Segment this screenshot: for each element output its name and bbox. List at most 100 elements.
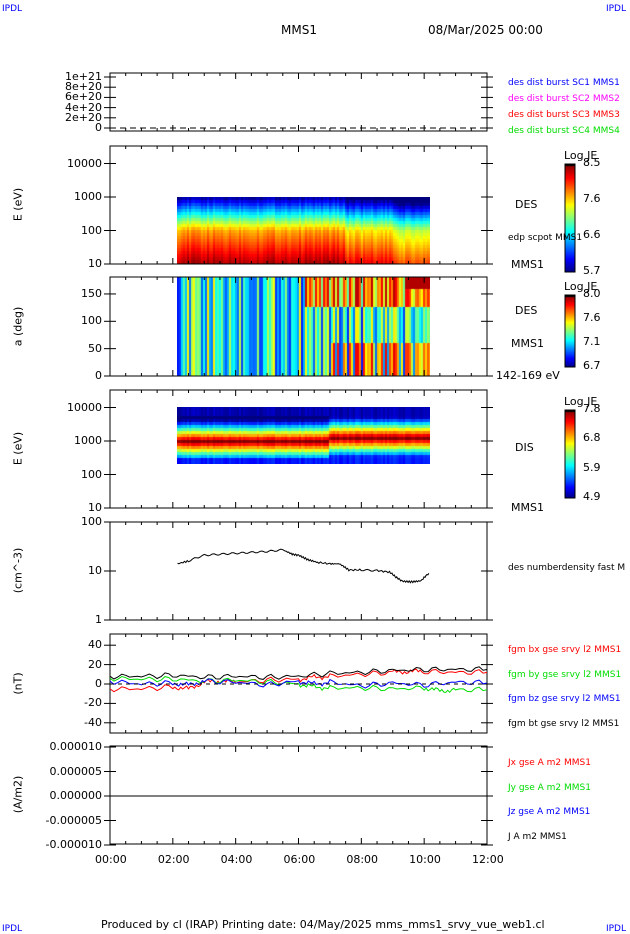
corner-label-bottom-left: IPDL [2, 924, 23, 934]
y-tick-label: 50 [88, 341, 102, 355]
colorbar-tick-label: 5.7 [583, 264, 601, 277]
y-tick-label: 100 [81, 467, 102, 481]
colorbar-tick-label: 5.9 [583, 460, 601, 474]
y-tick-label: 10000 [67, 400, 102, 414]
y-tick-label: 20 [88, 657, 102, 671]
x-tick-label: 00:00 [95, 853, 127, 866]
x-tick-label: 12:00 [472, 853, 504, 866]
plot-mission: MMS1 [281, 23, 317, 37]
y-tick-label: -0.000005 [45, 813, 102, 827]
colorbar-tick-label: 6.6 [583, 228, 601, 241]
colorbar-tick-label: 7.6 [583, 192, 601, 205]
legend-entry: fgm bt gse srvy l2 MMS1 [508, 718, 620, 729]
des-pitch-angle-spectrogram [177, 277, 430, 376]
legend-entry: des dist burst SC4 MMS4 [508, 126, 620, 136]
x-tick-label: 06:00 [283, 853, 316, 866]
y-tick-label: -40 [84, 715, 102, 729]
panel-label: MMS1 [511, 501, 544, 514]
colorbar-frame [564, 163, 576, 273]
panel-frame [109, 389, 488, 509]
legend-entry: des dist burst SC2 MMS2 [508, 94, 620, 104]
colorbar-title: Log JE [564, 280, 598, 293]
corner-label-top-right: IPDL [605, 4, 626, 14]
legend-entry: fgm by gse srvy l2 MMS1 [508, 669, 622, 680]
panel-label: DES [515, 304, 538, 317]
colorbar-tick-label: 4.9 [583, 490, 601, 503]
y-tick-label: 1 [95, 613, 102, 626]
colorbar-dis-energy [565, 410, 575, 498]
panel-label: edp scpot MMS1 [508, 233, 583, 243]
x-tick-label: 02:00 [157, 853, 190, 866]
y-axis-label: a (deg) [11, 306, 25, 346]
colorbar-tick-label: 6.8 [583, 431, 601, 445]
y-tick-label: 100 [81, 223, 102, 237]
plot-date: 08/Mar/2025 00:00 [428, 23, 543, 37]
colorbar-tick-label: 7.6 [583, 311, 601, 324]
panel-label: DES [515, 198, 538, 211]
colorbar-tick-label: 8.0 [583, 287, 601, 300]
y-tick-label: 6e+20 [65, 90, 102, 104]
y-axis-label: (nT) [11, 671, 25, 695]
corner-label-bottom-right: IPDL [605, 924, 626, 934]
colorbar-tick-label: 7.1 [583, 335, 601, 348]
y-tick-label: 0 [95, 121, 102, 134]
series-line [109, 668, 488, 693]
y-tick-label: 2e+20 [65, 110, 102, 124]
colorbar-title: Log JE [564, 395, 598, 408]
colorbar-des-energy [565, 164, 575, 272]
y-tick-label: 4e+20 [65, 100, 102, 114]
colorbar-title: Log JE [564, 149, 598, 162]
x-tick-label: 08:00 [346, 853, 379, 866]
dis-energy-spectrogram [177, 407, 430, 464]
y-axis-label: E (eV) [11, 187, 25, 222]
des-energy-spectrogram [177, 197, 430, 264]
y-tick-label: 0.000010 [49, 740, 103, 753]
y-tick-label: 10 [88, 564, 102, 577]
series-line [109, 666, 488, 680]
legend-entry: des numberdensity fast M [508, 563, 626, 573]
y-tick-label: 8e+20 [65, 80, 102, 94]
panel-frame [109, 72, 488, 132]
panel-frame [109, 276, 488, 377]
y-axis-label: (A/m2) [11, 775, 25, 814]
legend-entry: J A m2 MMS1 [508, 831, 567, 842]
y-axis-label: E (eV) [11, 431, 25, 466]
y-tick-label: 0 [95, 677, 102, 690]
y-tick-label: 100 [81, 314, 102, 328]
legend-entry: Jx gse A m2 MMS1 [508, 758, 591, 768]
colorbar-frame [564, 409, 576, 499]
y-tick-label: 100 [81, 515, 102, 528]
legend-entry: fgm bz gse srvy l2 MMS1 [508, 694, 621, 704]
series-line [177, 548, 430, 584]
y-axis-label: (cm^-3) [11, 547, 25, 594]
y-tick-label: 10 [88, 257, 102, 270]
x-tick-label: 10:00 [409, 853, 441, 866]
y-tick-label: 10 [88, 501, 102, 514]
y-tick-label: 150 [81, 286, 102, 300]
y-tick-label: 40 [88, 638, 102, 652]
y-tick-label: 1e+21 [65, 70, 102, 83]
panel-label: DIS [515, 441, 534, 454]
panel-label: MMS1 [511, 337, 544, 350]
legend-entry: Jy gse A m2 MMS1 [508, 782, 591, 793]
legend-entry: des dist burst SC3 MMS3 [508, 110, 620, 120]
panel-label: MMS1 [511, 258, 544, 271]
y-tick-label: 1000 [74, 434, 102, 447]
footer-credit: Produced by cl (IRAP) Printing date: 04/… [101, 918, 545, 931]
legend-entry: fgm bx gse srvy l2 MMS1 [508, 645, 622, 655]
legend-entry: Jz gse A m2 MMS1 [508, 807, 591, 817]
corner-label-top-left: IPDL [2, 4, 23, 14]
panel-frame [109, 145, 488, 265]
colorbar-des-pitch [565, 295, 575, 367]
y-tick-label: 0.000000 [49, 789, 103, 802]
panel-label: 142-169 eV [496, 369, 560, 382]
colorbar-tick-label: 6.7 [583, 359, 601, 372]
legend-entry: des dist burst SC1 MMS1 [508, 78, 620, 88]
y-tick-label: 0.000005 [49, 764, 103, 778]
y-tick-label: -0.000010 [45, 838, 102, 851]
panel-frame [109, 521, 488, 621]
colorbar-frame [564, 294, 576, 368]
colorbar-tick-label: 8.5 [583, 156, 601, 169]
series-line [109, 678, 488, 689]
